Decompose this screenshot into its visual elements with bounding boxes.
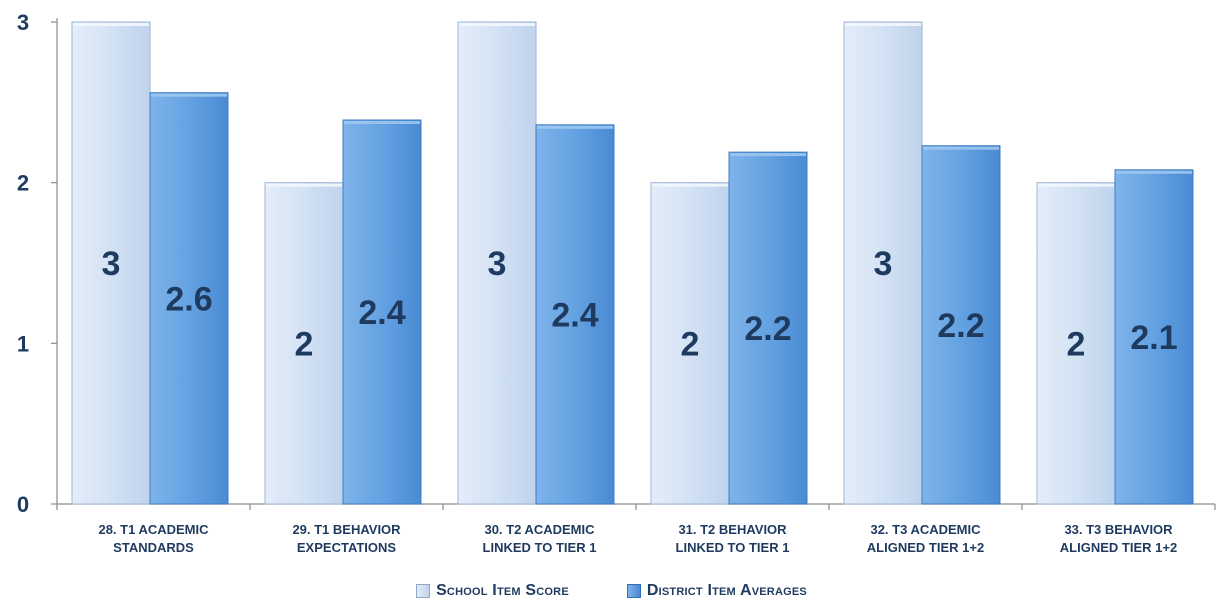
data-label-district: 2.6 xyxy=(165,280,212,318)
bar-district-average xyxy=(921,145,1001,505)
x-tick-label: ALIGNED TIER 1+2 xyxy=(1060,540,1177,555)
x-tick-label: ALIGNED TIER 1+2 xyxy=(867,540,984,555)
data-label-school: 3 xyxy=(488,245,507,283)
bar-chart: 0 1 2 3 28. T1 ACADEMIC STANDARDS 29. T1 BEHAV… xyxy=(17,10,1216,555)
legend-swatch-district xyxy=(626,584,641,598)
data-label-school: 2 xyxy=(295,325,314,363)
data-label-school: 3 xyxy=(874,245,893,283)
x-tick-label: 33. T3 BEHAVIOR xyxy=(1064,522,1173,537)
bar-district-average xyxy=(1114,169,1194,505)
legend-item-school: School Item Score xyxy=(416,582,569,600)
bar-top-highlight xyxy=(652,183,728,187)
x-tick-label: 28. T1 ACADEMIC xyxy=(98,522,209,537)
bar-top-highlight xyxy=(923,146,999,150)
data-label-school: 3 xyxy=(102,245,121,283)
bar-top-highlight xyxy=(344,121,420,125)
bar-top-highlight xyxy=(537,125,613,129)
bar-district-average xyxy=(342,119,422,505)
chart-bars xyxy=(71,21,1194,505)
bar-top-highlight xyxy=(151,93,227,97)
x-tick-label: STANDARDS xyxy=(113,540,194,555)
bar-top-highlight xyxy=(1116,170,1192,174)
bar-school-score xyxy=(1036,182,1116,505)
data-label-district: 2.4 xyxy=(551,296,598,334)
y-tick-label: 0 xyxy=(17,492,29,517)
chart-labels: 3 2.6 2 2.4 3 2.4 2 2.2 3 2.2 2 2.1 xyxy=(102,245,1178,363)
y-tick-label: 2 xyxy=(17,171,29,196)
legend-label-school: School Item Score xyxy=(436,582,569,599)
legend-label-district: District Item Averages xyxy=(646,582,807,599)
bar-school-score xyxy=(843,21,923,505)
bar-top-highlight xyxy=(73,23,149,26)
y-tick-label: 1 xyxy=(17,331,29,356)
x-tick-label: 32. T3 ACADEMIC xyxy=(870,522,981,537)
y-tick-label: 3 xyxy=(17,10,29,35)
data-label-school: 2 xyxy=(1067,325,1086,363)
bar-top-highlight xyxy=(1038,183,1114,187)
bar-school-score xyxy=(457,21,537,505)
data-label-school: 2 xyxy=(681,325,700,363)
chart-axes: 0 1 2 3 28. T1 ACADEMIC STANDARDS 29. T1 BEHAV… xyxy=(17,10,1216,555)
bar-top-highlight xyxy=(730,153,806,157)
legend-item-district: District Item Averages xyxy=(626,582,807,600)
bar-top-highlight xyxy=(845,23,921,26)
x-tick-label: LINKED TO TIER 1 xyxy=(676,540,790,555)
bar-district-average xyxy=(535,124,615,505)
bar-district-average xyxy=(149,92,229,505)
x-tick-label: 30. T2 ACADEMIC xyxy=(484,522,595,537)
x-tick-label: LINKED TO TIER 1 xyxy=(483,540,597,555)
data-label-district: 2.2 xyxy=(744,310,791,348)
data-label-district: 2.1 xyxy=(1130,319,1177,357)
x-tick-label: 29. T1 BEHAVIOR xyxy=(292,522,401,537)
data-label-district: 2.4 xyxy=(358,294,405,332)
data-label-district: 2.2 xyxy=(937,307,984,345)
bar-school-score xyxy=(650,182,730,505)
x-tick-label: EXPECTATIONS xyxy=(297,540,397,555)
bar-school-score xyxy=(71,21,151,505)
x-tick-label: 31. T2 BEHAVIOR xyxy=(678,522,787,537)
bar-school-score xyxy=(264,182,344,505)
bar-top-highlight xyxy=(266,183,342,187)
bar-district-average xyxy=(728,151,808,505)
chart-legend: School Item Score District Item Averages xyxy=(0,578,1223,604)
bar-top-highlight xyxy=(459,23,535,26)
legend-swatch-school xyxy=(416,584,431,598)
